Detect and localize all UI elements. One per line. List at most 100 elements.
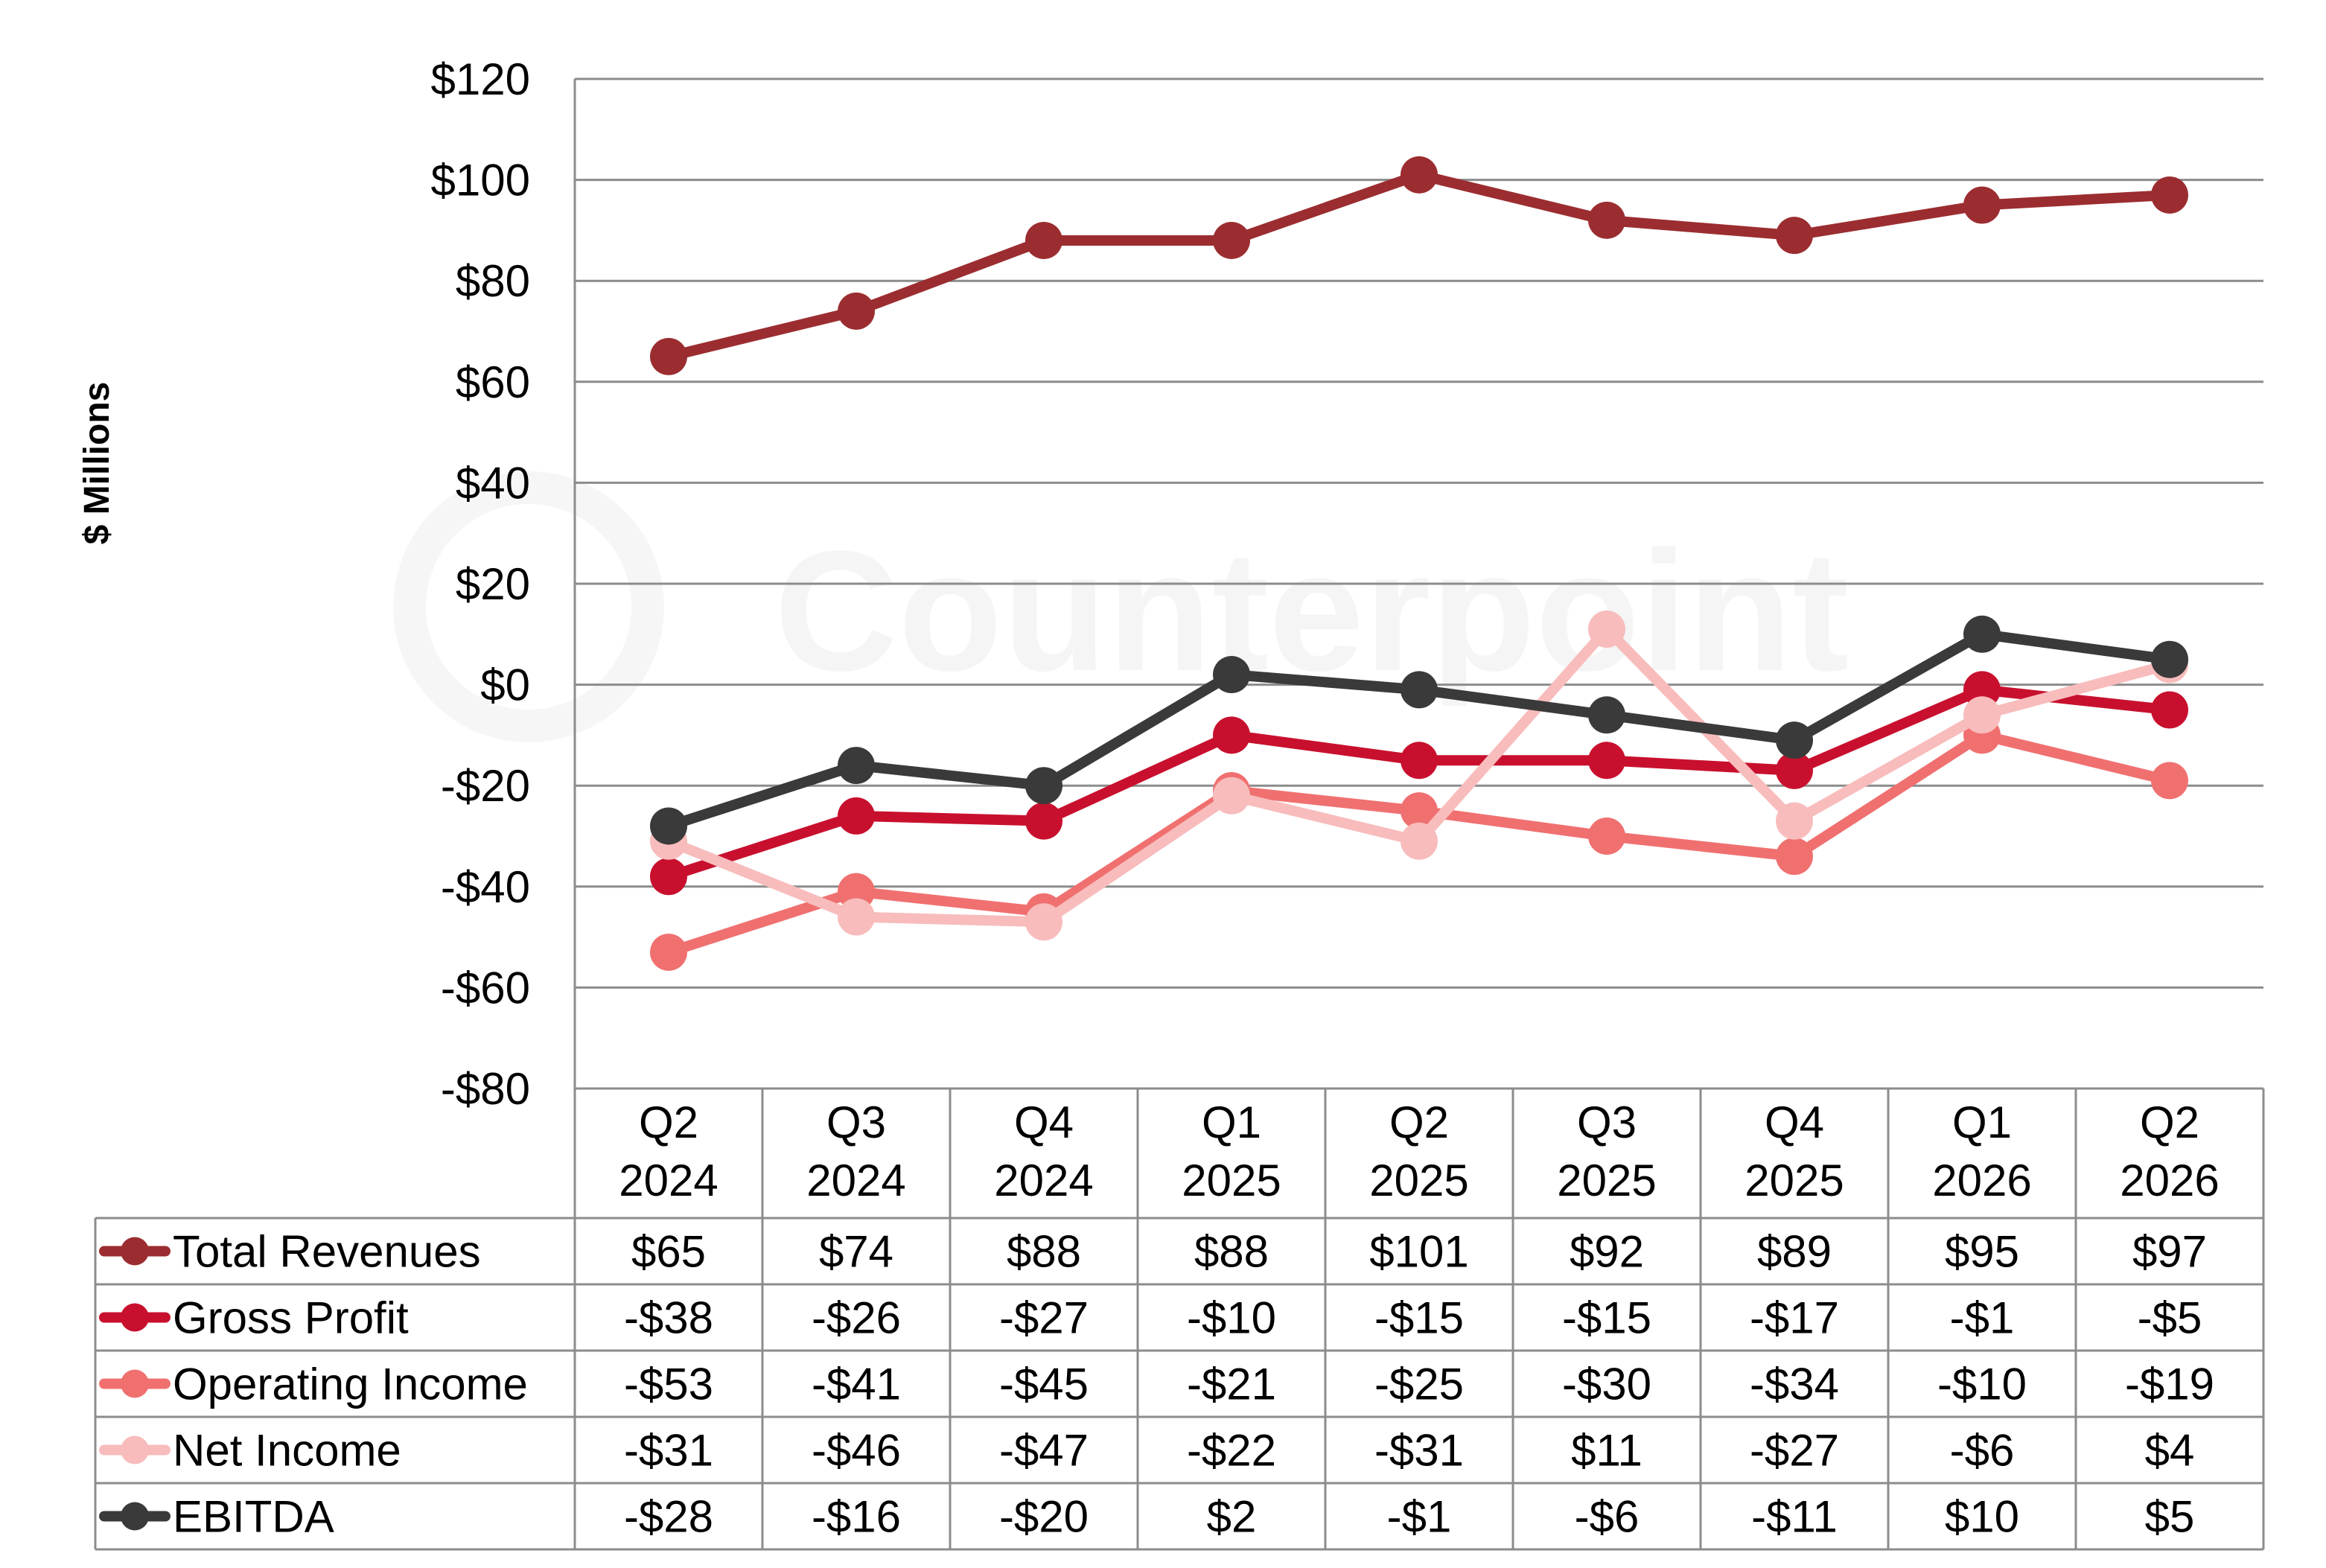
legend-series-name: Total Revenues <box>173 1227 481 1277</box>
data-point <box>2151 762 2188 800</box>
legend-marker-key <box>121 1502 149 1531</box>
y-tick-label: $120 <box>431 54 530 104</box>
data-point <box>1401 742 1438 780</box>
x-tick-label-quarter: Q1 <box>1952 1097 2012 1147</box>
legend-marker-key <box>121 1303 149 1332</box>
data-point <box>1963 615 2001 653</box>
data-point <box>838 747 875 785</box>
y-tick-label: $100 <box>431 156 530 205</box>
data-point <box>1588 742 1625 780</box>
data-point <box>1213 777 1250 815</box>
y-tick-label: -$40 <box>441 862 530 912</box>
table-value-cell: $95 <box>1945 1227 2019 1277</box>
data-point <box>1401 822 1438 860</box>
data-point <box>650 933 687 971</box>
x-tick-label-year: 2026 <box>2120 1156 2219 1205</box>
table-value-cell: -$31 <box>1374 1426 1464 1476</box>
table-value-cell: $65 <box>631 1227 706 1277</box>
x-tick-label-quarter: Q3 <box>826 1097 886 1147</box>
table-value-cell: -$46 <box>812 1426 901 1476</box>
data-point <box>1776 751 1813 789</box>
series-line <box>663 169 2175 362</box>
table-value-cell: $2 <box>1207 1492 1257 1542</box>
data-point <box>650 858 687 896</box>
table-value-cell: $97 <box>2132 1227 2207 1277</box>
y-tick-label: -$60 <box>441 963 530 1013</box>
table-value-cell: -$10 <box>1937 1360 2027 1409</box>
data-point <box>1776 802 1813 840</box>
legend-marker-key <box>121 1237 149 1266</box>
data-point <box>1025 221 1062 259</box>
y-tick-label: $80 <box>456 256 530 306</box>
data-point <box>838 898 875 936</box>
x-tick-label-quarter: Q4 <box>1765 1097 1824 1147</box>
y-tick-label: $20 <box>456 559 530 609</box>
table-value-cell: $88 <box>1007 1227 1081 1277</box>
x-tick-label-quarter: Q2 <box>2140 1097 2199 1147</box>
legend-series-name: EBITDA <box>173 1492 334 1542</box>
table-value-cell: $92 <box>1570 1227 1644 1277</box>
table-value-cell: -$19 <box>2125 1360 2214 1409</box>
watermark: Counterpoint <box>410 488 1849 726</box>
data-point <box>650 337 687 375</box>
table-value-cell: -$1 <box>1950 1293 2015 1343</box>
data-point <box>1025 767 1062 805</box>
table-value-cell: -$5 <box>2138 1293 2202 1343</box>
data-point <box>1588 201 1625 239</box>
data-point <box>1401 156 1438 194</box>
x-tick-label-quarter: Q2 <box>639 1097 698 1147</box>
table-value-cell: -$34 <box>1750 1360 1839 1409</box>
data-point <box>1213 221 1250 259</box>
table-value-cell: -$20 <box>999 1492 1089 1542</box>
table-value-cell: -$25 <box>1374 1360 1464 1409</box>
table-value-cell: -$10 <box>1187 1293 1276 1343</box>
x-tick-label-year: 2024 <box>806 1156 905 1205</box>
table-value-cell: -$53 <box>624 1360 713 1409</box>
data-point <box>2151 176 2188 214</box>
legend-marker-key <box>121 1369 149 1398</box>
table-value-cell: -$6 <box>1950 1426 2015 1476</box>
legend-series-name: Operating Income <box>173 1360 528 1409</box>
data-point <box>1588 696 1625 734</box>
x-tick-label-quarter: Q3 <box>1577 1097 1637 1147</box>
table-value-cell: -$17 <box>1750 1293 1839 1343</box>
data-point <box>1588 818 1625 855</box>
data-point <box>1213 716 1250 754</box>
table-value-cell: -$11 <box>1751 1492 1838 1542</box>
y-tick-label: $40 <box>456 458 530 508</box>
table-value-cell: -$28 <box>624 1492 713 1542</box>
data-point <box>650 807 687 845</box>
table-value-cell: $5 <box>2145 1492 2195 1542</box>
table-value-cell: -$38 <box>624 1293 713 1343</box>
series-lines <box>650 156 2188 971</box>
table-value-cell: -$16 <box>812 1492 901 1542</box>
table-value-cell: -$1 <box>1387 1492 1452 1542</box>
y-tick-label: $0 <box>480 660 530 710</box>
table-value-cell: -$45 <box>999 1360 1089 1409</box>
x-tick-label-year: 2025 <box>1744 1156 1844 1205</box>
table-value-cell: -$47 <box>999 1426 1089 1476</box>
y-axis: $120 $100 $80 $60 $40 $20 $0 -$20 -$40 -$60 -$80 <box>431 54 530 1114</box>
legend-series-name: Net Income <box>173 1426 401 1476</box>
x-tick-label-year: 2025 <box>1369 1156 1468 1205</box>
table-value-cell: -$15 <box>1374 1293 1464 1343</box>
data-point <box>1025 903 1062 941</box>
table-value-cell: $10 <box>1945 1492 2019 1542</box>
data-point <box>838 292 875 330</box>
x-tick-label-year: 2024 <box>994 1156 1093 1205</box>
table-value-cell: $88 <box>1194 1227 1269 1277</box>
legend-marker-key <box>121 1435 149 1465</box>
data-point <box>2151 691 2188 729</box>
table-value-cell: -$31 <box>624 1426 713 1476</box>
legend-series-name: Gross Profit <box>173 1293 409 1343</box>
data-point <box>1963 696 2001 734</box>
data-point <box>1588 611 1625 648</box>
table-value-cell: -$22 <box>1187 1426 1276 1476</box>
table-value-cell: $11 <box>1571 1426 1642 1476</box>
x-tick-label-year: 2025 <box>1182 1156 1281 1205</box>
data-point <box>1025 802 1062 840</box>
table-value-cell: -$27 <box>1750 1426 1839 1476</box>
table-value-cell: -$15 <box>1562 1293 1651 1343</box>
table-value-cell: -$27 <box>999 1293 1089 1343</box>
